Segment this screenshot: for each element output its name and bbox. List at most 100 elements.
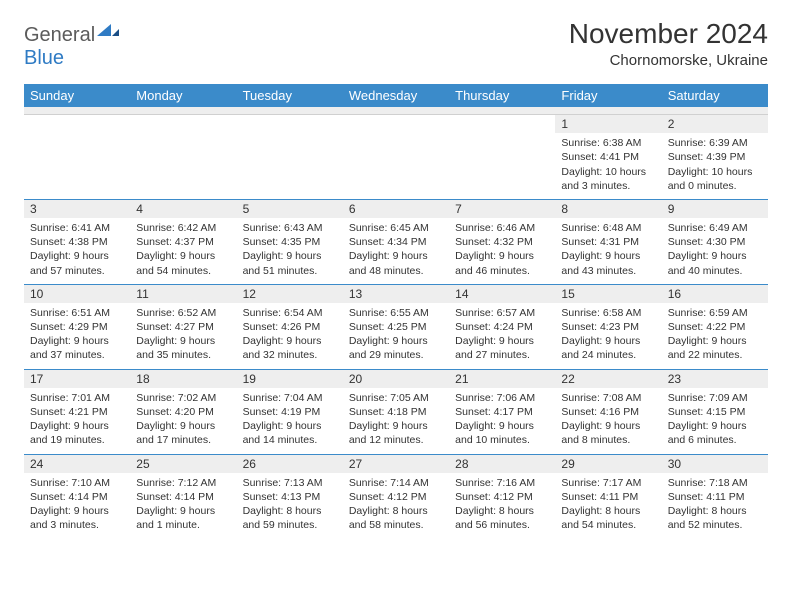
sunset-line: Sunset: 4:11 PM	[561, 490, 655, 504]
day-cell: 28Sunrise: 7:16 AMSunset: 4:12 PMDayligh…	[449, 455, 555, 539]
sunrise-line: Sunrise: 6:54 AM	[243, 306, 337, 320]
day-number: 17	[24, 370, 130, 388]
day-cell: 12Sunrise: 6:54 AMSunset: 4:26 PMDayligh…	[237, 285, 343, 369]
daylight-line: Daylight: 9 hours and 27 minutes.	[455, 334, 549, 362]
calendar-grid: SundayMondayTuesdayWednesdayThursdayFrid…	[24, 84, 768, 538]
day-cell: 17 Sunrise: 7:01 AMSunset: 4:21 PMDayligh…	[24, 370, 130, 454]
sunrise-line: Sunrise: 7:04 AM	[243, 391, 337, 405]
day-cell: 5Sunrise: 6:43 AMSunset: 4:35 PMDaylight…	[237, 200, 343, 284]
weekday-header-cell: Tuesday	[237, 84, 343, 107]
sunset-line: Sunset: 4:25 PM	[349, 320, 443, 334]
day-number: 22	[555, 370, 661, 388]
weekday-header-cell: Saturday	[662, 84, 768, 107]
daylight-line: Daylight: 9 hours and 46 minutes.	[455, 249, 549, 277]
daylight-line: Daylight: 9 hours and 51 minutes.	[243, 249, 337, 277]
weekday-header-cell: Sunday	[24, 84, 130, 107]
location-label: Chornomorske, Ukraine	[569, 52, 768, 69]
sunset-line: Sunset: 4:19 PM	[243, 405, 337, 419]
empty-cell	[24, 115, 130, 199]
day-cell: 19 Sunrise: 7:04 AMSunset: 4:19 PMDayligh…	[237, 370, 343, 454]
sunrise-line: Sunrise: 6:45 AM	[349, 221, 443, 235]
day-number: 23	[662, 370, 768, 388]
week-row: 17Sunrise: 7:01 AMSunset: 4:21 PMDayligh…	[24, 369, 768, 454]
day-number: 25	[130, 455, 236, 473]
day-number: 9	[662, 200, 768, 218]
daylight-line: Daylight: 10 hours and 0 minutes.	[668, 165, 762, 193]
daylight-line: Daylight: 9 hours and 6 minutes.	[668, 419, 762, 447]
day-cell: 14 Sunrise: 6:57 AMSunset: 4:24 PMDayligh…	[449, 285, 555, 369]
sunset-line: Sunset: 4:26 PM	[243, 320, 337, 334]
day-number: 30	[662, 455, 768, 473]
day-cell: 10Sunrise: 6:51 AMSunset: 4:29 PMDayligh…	[24, 285, 130, 369]
sunrise-line: Sunrise: 7:13 AM	[243, 476, 337, 490]
sunset-line: Sunset: 4:14 PM	[30, 490, 124, 504]
header-spacer	[24, 107, 768, 115]
sunset-line: Sunset: 4:22 PM	[668, 320, 762, 334]
day-number: 28	[449, 455, 555, 473]
day-number: 15	[555, 285, 661, 303]
daylight-line: Daylight: 9 hours and 17 minutes.	[136, 419, 230, 447]
sunrise-line: Sunrise: 7:10 AM	[30, 476, 124, 490]
daylight-line: Daylight: 9 hours and 48 minutes.	[349, 249, 443, 277]
page-header: General Blue November 2024 Chornomorske,…	[24, 18, 768, 70]
daylight-line: Daylight: 8 hours and 54 minutes.	[561, 504, 655, 532]
day-cell: 11Sunrise: 6:52 AMSunset: 4:27 PMDayligh…	[130, 285, 236, 369]
sunset-line: Sunset: 4:24 PM	[455, 320, 549, 334]
sunrise-line: Sunrise: 6:51 AM	[30, 306, 124, 320]
sunrise-line: Sunrise: 7:09 AM	[668, 391, 762, 405]
day-number: 26	[237, 455, 343, 473]
sunrise-line: Sunrise: 7:14 AM	[349, 476, 443, 490]
day-number: 7	[449, 200, 555, 218]
sunset-line: Sunset: 4:11 PM	[668, 490, 762, 504]
sunrise-line: Sunrise: 7:02 AM	[136, 391, 230, 405]
empty-cell	[237, 115, 343, 199]
daylight-line: Daylight: 8 hours and 59 minutes.	[243, 504, 337, 532]
day-cell: 8Sunrise: 6:48 AMSunset: 4:31 PMDaylight…	[555, 200, 661, 284]
sunrise-line: Sunrise: 7:17 AM	[561, 476, 655, 490]
day-cell: 30Sunrise: 7:18 AMSunset: 4:11 PMDayligh…	[662, 455, 768, 539]
sunset-line: Sunset: 4:39 PM	[668, 150, 762, 164]
week-row: 1Sunrise: 6:38 AMSunset: 4:41 PMDaylight…	[24, 115, 768, 199]
sunset-line: Sunset: 4:41 PM	[561, 150, 655, 164]
day-number: 3	[24, 200, 130, 218]
sunset-line: Sunset: 4:16 PM	[561, 405, 655, 419]
day-cell: 13Sunrise: 6:55 AMSunset: 4:25 PMDayligh…	[343, 285, 449, 369]
sunset-line: Sunset: 4:27 PM	[136, 320, 230, 334]
sunset-line: Sunset: 4:31 PM	[561, 235, 655, 249]
sunrise-line: Sunrise: 6:39 AM	[668, 136, 762, 150]
day-number: 18	[130, 370, 236, 388]
daylight-line: Daylight: 9 hours and 19 minutes.	[30, 419, 124, 447]
day-number: 8	[555, 200, 661, 218]
sunset-line: Sunset: 4:20 PM	[136, 405, 230, 419]
weeks-container: 1Sunrise: 6:38 AMSunset: 4:41 PMDaylight…	[24, 115, 768, 538]
empty-cell	[449, 115, 555, 199]
sunrise-line: Sunrise: 6:57 AM	[455, 306, 549, 320]
day-cell: 26 Sunrise: 7:13 AMSunset: 4:13 PMDayligh…	[237, 455, 343, 539]
sunset-line: Sunset: 4:13 PM	[243, 490, 337, 504]
sunset-line: Sunset: 4:15 PM	[668, 405, 762, 419]
week-row: 3Sunrise: 6:41 AMSunset: 4:38 PMDaylight…	[24, 199, 768, 284]
brand-logo: General Blue	[24, 18, 119, 70]
day-cell: 3Sunrise: 6:41 AMSunset: 4:38 PMDaylight…	[24, 200, 130, 284]
day-number: 14	[449, 285, 555, 303]
day-cell: 15Sunrise: 6:58 AMSunset: 4:23 PMDayligh…	[555, 285, 661, 369]
day-number: 21	[449, 370, 555, 388]
daylight-line: Daylight: 9 hours and 14 minutes.	[243, 419, 337, 447]
daylight-line: Daylight: 9 hours and 35 minutes.	[136, 334, 230, 362]
day-cell: 20Sunrise: 7:05 AMSunset: 4:18 PMDayligh…	[343, 370, 449, 454]
day-number: 29	[555, 455, 661, 473]
sunset-line: Sunset: 4:32 PM	[455, 235, 549, 249]
sunset-line: Sunset: 4:12 PM	[455, 490, 549, 504]
sunrise-line: Sunrise: 6:38 AM	[561, 136, 655, 150]
calendar-page: General Blue November 2024 Chornomorske,…	[0, 0, 792, 538]
sunrise-line: Sunrise: 6:58 AM	[561, 306, 655, 320]
sunset-line: Sunset: 4:21 PM	[30, 405, 124, 419]
day-cell: 29 Sunrise: 7:17 AMSunset: 4:11 PMDayligh…	[555, 455, 661, 539]
daylight-line: Daylight: 9 hours and 10 minutes.	[455, 419, 549, 447]
day-number: 12	[237, 285, 343, 303]
sunrise-line: Sunrise: 7:01 AM	[30, 391, 124, 405]
day-cell: 25Sunrise: 7:12 AMSunset: 4:14 PMDayligh…	[130, 455, 236, 539]
sunset-line: Sunset: 4:35 PM	[243, 235, 337, 249]
brand-part1: General	[24, 24, 95, 46]
day-number: 19	[237, 370, 343, 388]
